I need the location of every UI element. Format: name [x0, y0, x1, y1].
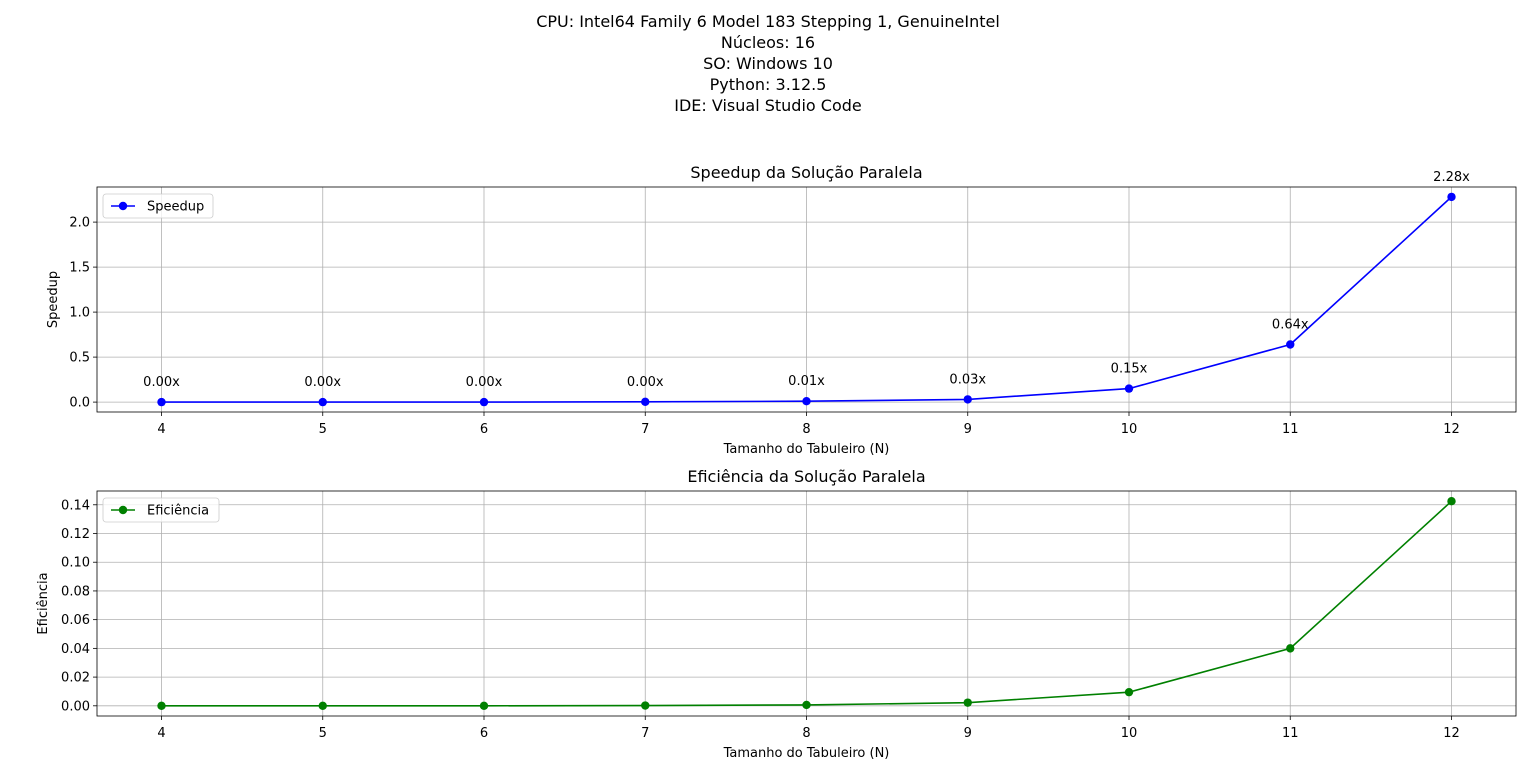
chart2-x-axis-label: Tamanho do Tabuleiro (N) [723, 746, 890, 761]
chart1-title: Speedup da Solução Paralela [690, 163, 922, 182]
chart1-y-tick-label: 0.5 [69, 351, 90, 366]
chart2-data-point [479, 701, 489, 711]
chart1-data-label: 0.03x [949, 372, 986, 387]
chart2-data-point [157, 701, 166, 711]
chart1-data-label: 0.00x [627, 375, 664, 390]
chart2-data-point [963, 698, 972, 707]
chart2-y-tick-label: 0.08 [61, 584, 90, 599]
chart1-x-tick-label: 5 [319, 422, 327, 437]
chart2-y-tick-label: 0.10 [61, 556, 90, 571]
suptitle-line-cores: Núcleos: 16 [720, 33, 816, 52]
chart2-legend-box [102, 497, 220, 523]
suptitle-line-ide: IDE: Visual Studio Code [674, 96, 862, 115]
chart1-data-label: 2.28x [1433, 170, 1470, 185]
chart2-x-tick-label: 8 [802, 726, 810, 741]
chart1-data-point [157, 397, 166, 407]
chart1-x-axis-label: Tamanho do Tabuleiro (N) [723, 442, 890, 457]
chart2-x-tick-label: 7 [641, 726, 649, 741]
chart1-legend-marker [118, 201, 128, 211]
chart1-data-point [1447, 192, 1456, 202]
chart2-data-point [802, 700, 811, 710]
suptitle-line-python: Python: 3.12.5 [709, 75, 827, 94]
chart2-y-tick-label: 0.06 [61, 613, 90, 628]
chart2-data-point [1286, 644, 1295, 653]
suptitle-line-cpu: CPU: Intel64 Family 6 Model 183 Stepping… [536, 12, 1000, 31]
chart1-data-label: 0.00x [466, 375, 503, 390]
chart2-x-tick-label: 11 [1282, 726, 1299, 741]
chart2-title: Eficiência da Solução Paralela [687, 467, 925, 486]
chart1-data-point [1124, 384, 1134, 393]
figure-suptitle: CPU: Intel64 Family 6 Model 183 Stepping… [0, 11, 1536, 116]
chart1-x-tick-label: 12 [1443, 422, 1460, 437]
chart2-data-point [318, 701, 327, 711]
chart2-data-point [1124, 687, 1134, 697]
chart1-y-tick-label: 2.0 [69, 216, 90, 231]
chart1-data-label: 0.00x [304, 375, 341, 390]
chart1-legend-box [102, 193, 214, 219]
chart1-data-point [641, 397, 650, 407]
chart2-legend-marker [118, 505, 128, 515]
chart1-y-tick-label: 0.0 [69, 396, 90, 411]
chart1-y-axis-label: Speedup [46, 271, 61, 328]
chart1-data-label: 0.15x [1111, 362, 1148, 377]
chart2-y-axis-label: Eficiência [36, 572, 51, 634]
chart1-data-point [963, 395, 972, 404]
chart1-data-label: 0.01x [788, 374, 825, 389]
chart1-y-tick-label: 1.0 [69, 306, 90, 321]
chart1-x-tick-label: 7 [641, 422, 649, 437]
chart1-x-tick-label: 6 [480, 422, 488, 437]
chart1-data-point [318, 397, 327, 407]
chart1-data-point [1286, 340, 1295, 349]
chart1-x-tick-label: 9 [964, 422, 972, 437]
chart2-x-tick-label: 4 [157, 726, 165, 741]
chart2-data-point [1447, 496, 1456, 506]
chart1-data-point [479, 397, 489, 407]
chart1-x-tick-label: 10 [1121, 422, 1138, 437]
chart2-y-tick-label: 0.14 [61, 498, 90, 513]
chart1-legend-label: Speedup [147, 200, 204, 215]
chart2-x-tick-label: 9 [964, 726, 972, 741]
chart2-y-tick-label: 0.00 [61, 699, 90, 714]
chart2-y-tick-label: 0.04 [61, 642, 90, 657]
chart2-x-tick-label: 5 [319, 726, 327, 741]
chart1-x-tick-label: 8 [802, 422, 810, 437]
chart1-data-label: 0.64x [1272, 318, 1309, 333]
chart2-y-tick-label: 0.12 [61, 527, 90, 542]
chart1-data-point [802, 397, 811, 406]
chart2-y-tick-label: 0.02 [61, 671, 90, 686]
chart1-data-label: 0.00x [143, 375, 180, 390]
chart2-data-point [641, 701, 650, 710]
suptitle-line-os: SO: Windows 10 [703, 54, 833, 73]
chart2-x-tick-label: 12 [1443, 726, 1460, 741]
chart2-legend-label: Eficiência [147, 504, 209, 519]
chart2-x-tick-label: 10 [1121, 726, 1138, 741]
chart1-x-tick-label: 4 [157, 422, 165, 437]
chart2-x-tick-label: 6 [480, 726, 488, 741]
chart1-y-tick-label: 1.5 [69, 261, 90, 276]
chart1-x-tick-label: 11 [1282, 422, 1299, 437]
